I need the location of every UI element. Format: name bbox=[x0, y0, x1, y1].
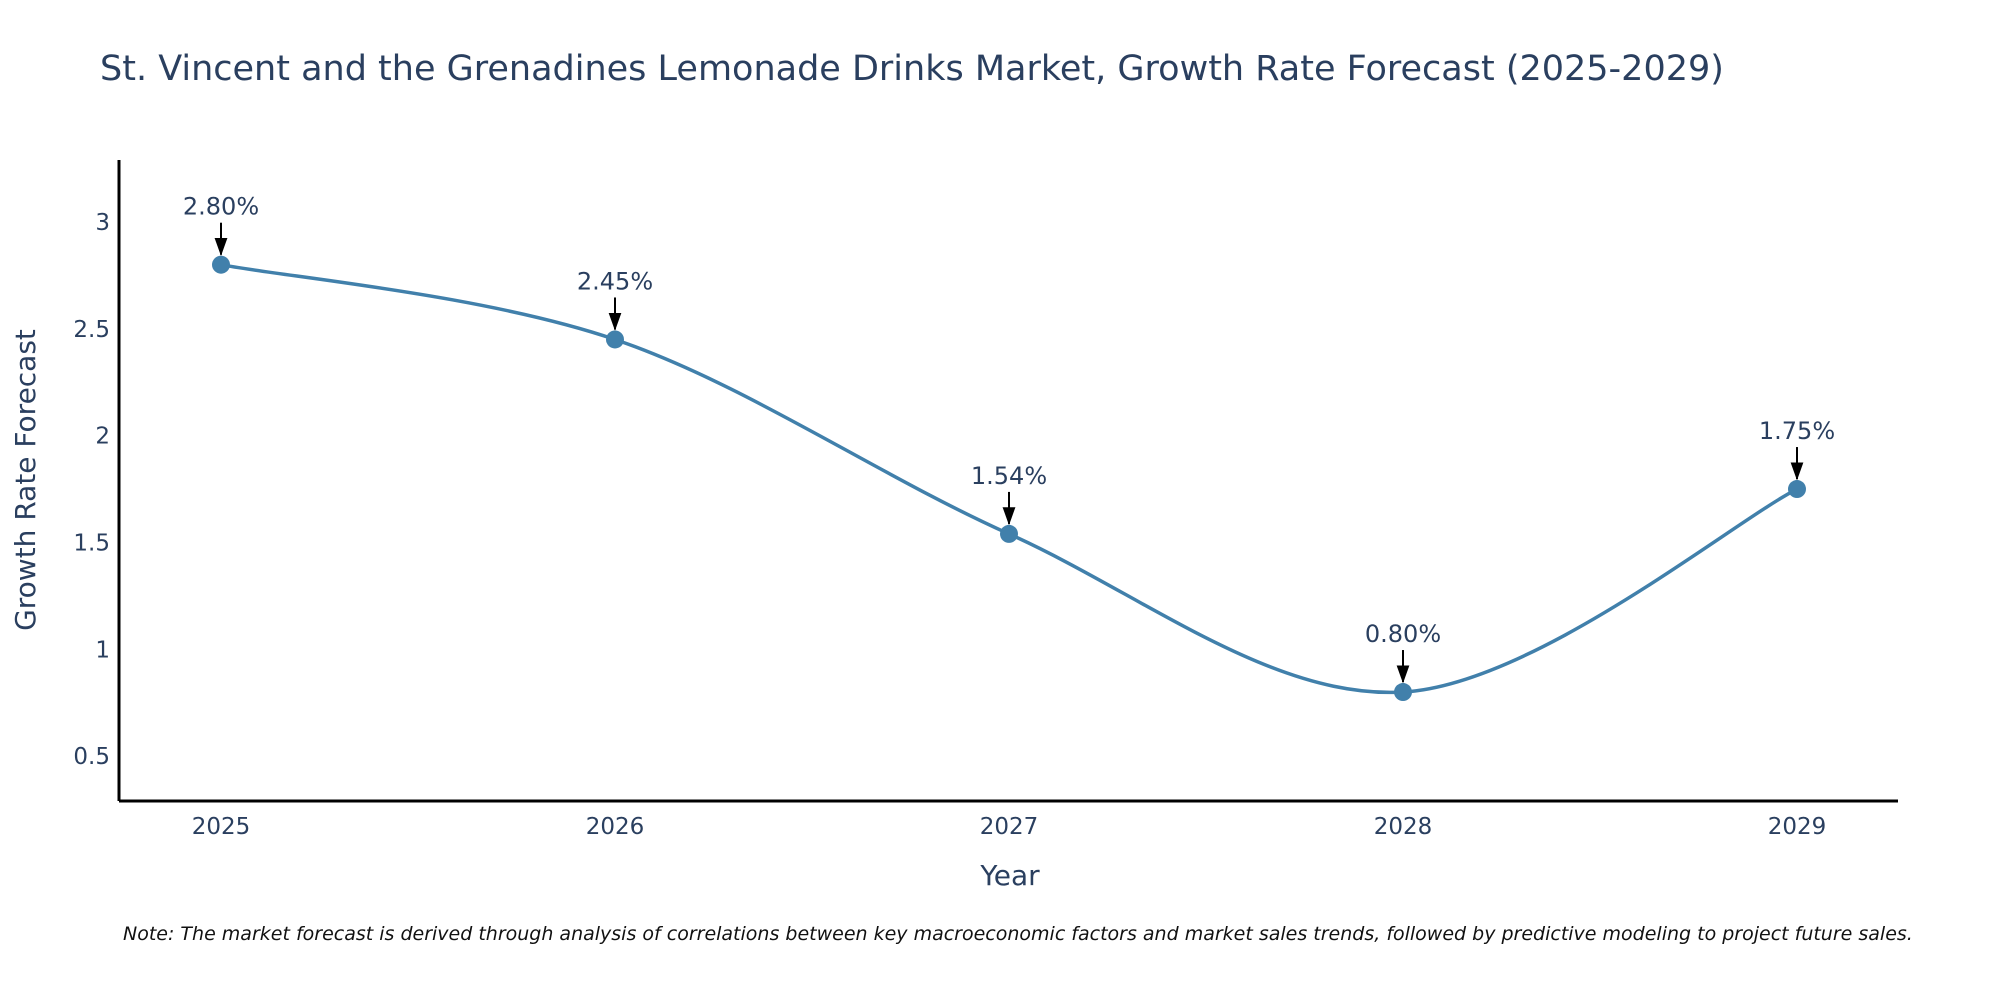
y-tick-label: 3 bbox=[95, 210, 110, 236]
chart-title: St. Vincent and the Grenadines Lemonade … bbox=[100, 49, 1724, 89]
data-point-2026 bbox=[606, 330, 624, 349]
y-axis-title: Growth Rate Forecast bbox=[9, 329, 42, 631]
data-point-2029 bbox=[1788, 480, 1806, 499]
x-axis-title: Year bbox=[979, 859, 1040, 892]
data-label-2028: 0.80% bbox=[1365, 620, 1441, 648]
x-tick-label: 2025 bbox=[192, 814, 251, 840]
x-tick-label: 2028 bbox=[1374, 814, 1433, 840]
data-label-2027: 1.54% bbox=[971, 462, 1047, 490]
series-growth-rate bbox=[212, 255, 1806, 702]
y-tick-label: 2.5 bbox=[73, 317, 110, 343]
y-tick-label: 0.5 bbox=[73, 744, 110, 770]
x-axis: 2025 2026 2027 2028 2029 bbox=[119, 799, 1898, 840]
x-tick-label: 2027 bbox=[980, 814, 1039, 840]
x-tick-label: 2029 bbox=[1768, 814, 1827, 840]
y-tick-label: 1 bbox=[95, 637, 110, 663]
data-point-2025 bbox=[212, 255, 230, 274]
data-point-2028 bbox=[1394, 683, 1412, 702]
x-tick-label: 2026 bbox=[586, 814, 645, 840]
data-label-2029: 1.75% bbox=[1759, 417, 1835, 445]
footnote: Note: The market forecast is derived thr… bbox=[123, 923, 1913, 945]
y-tick-label: 2 bbox=[95, 424, 110, 450]
y-axis: 0.5 1 1.5 2 2.5 3 bbox=[73, 160, 121, 801]
data-point-2027 bbox=[1000, 524, 1018, 543]
data-label-2026: 2.45% bbox=[577, 267, 653, 295]
data-labels: 2.80% 2.45% 1.54% 0.80% 1.75% bbox=[183, 193, 1835, 684]
y-tick-label: 1.5 bbox=[73, 530, 110, 556]
data-label-2025: 2.80% bbox=[183, 193, 259, 221]
